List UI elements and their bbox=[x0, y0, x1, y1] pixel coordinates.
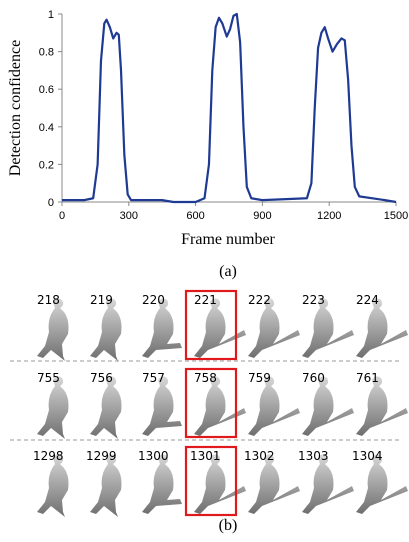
frame-number: 1304 bbox=[352, 449, 383, 463]
silhouette bbox=[194, 454, 246, 514]
highlight-box bbox=[184, 289, 238, 361]
y-tick-label: 0.8 bbox=[39, 47, 54, 59]
frame-number: 220 bbox=[142, 293, 165, 307]
y-tick-label: 0.4 bbox=[39, 122, 54, 134]
silhouette bbox=[302, 298, 354, 358]
silhouette bbox=[248, 376, 300, 436]
silhouette-shape bbox=[90, 376, 122, 439]
silhouette bbox=[248, 298, 300, 358]
silhouette-shape bbox=[194, 376, 246, 436]
silhouette-shape bbox=[248, 376, 300, 436]
x-tick-label: 300 bbox=[120, 210, 138, 222]
silhouette-shape bbox=[37, 298, 69, 361]
frame-number: 224 bbox=[356, 293, 379, 307]
frame-number: 1303 bbox=[298, 449, 329, 463]
highlight-box bbox=[184, 367, 238, 439]
frame-number: 1300 bbox=[138, 449, 169, 463]
silhouette bbox=[37, 376, 69, 439]
frame-number: 756 bbox=[90, 371, 113, 385]
highlight-box bbox=[184, 445, 238, 517]
silhouette-shape bbox=[142, 376, 182, 436]
caption: (a) bbox=[219, 263, 237, 280]
silhouette-shape bbox=[356, 376, 408, 436]
frame-number: 223 bbox=[302, 293, 325, 307]
silhouette bbox=[356, 376, 408, 436]
silhouette-shape bbox=[248, 298, 300, 358]
caption: (b) bbox=[219, 517, 238, 534]
silhouette bbox=[302, 454, 354, 514]
silhouette-shape bbox=[302, 376, 354, 436]
frame-number: 760 bbox=[302, 371, 325, 385]
frame-number: 1299 bbox=[86, 449, 117, 463]
silhouette bbox=[356, 298, 408, 358]
silhouette bbox=[248, 454, 300, 514]
silhouette bbox=[37, 454, 69, 517]
x-tick-label: 600 bbox=[186, 210, 204, 222]
silhouette-shape bbox=[302, 454, 354, 514]
silhouette-shape bbox=[356, 454, 408, 514]
silhouette bbox=[194, 376, 246, 436]
y-axis-label: Detection confidence bbox=[7, 40, 24, 176]
frame-number: 757 bbox=[142, 371, 165, 385]
line-series bbox=[62, 12, 397, 204]
silhouette-shape bbox=[194, 454, 246, 514]
silhouette-shape bbox=[90, 298, 122, 361]
frame-number: 1298 bbox=[33, 449, 64, 463]
silhouette bbox=[90, 454, 122, 517]
x-tick-label: 1200 bbox=[317, 210, 341, 222]
frame-number: 758 bbox=[194, 371, 217, 385]
silhouette-shape bbox=[302, 298, 354, 358]
frame-number: 219 bbox=[90, 293, 113, 307]
silhouette bbox=[302, 376, 354, 436]
silhouette bbox=[90, 298, 122, 361]
silhouette bbox=[142, 376, 182, 436]
silhouette-shape bbox=[90, 454, 122, 517]
y-tick-label: 0 bbox=[48, 197, 54, 209]
silhouette bbox=[356, 454, 408, 514]
frame-number: 1301 bbox=[190, 449, 221, 463]
x-tick-label: 900 bbox=[253, 210, 271, 222]
x-tick-label: 0 bbox=[59, 210, 65, 222]
silhouette-shape bbox=[142, 454, 182, 514]
silhouette-shape bbox=[142, 298, 182, 358]
y-tick-label: 0.6 bbox=[39, 84, 54, 96]
x-tick-label: 1500 bbox=[384, 210, 408, 222]
silhouette-shape bbox=[248, 454, 300, 514]
silhouette bbox=[37, 298, 69, 361]
y-tick-label: 1 bbox=[48, 9, 54, 21]
frame-number: 755 bbox=[37, 371, 60, 385]
silhouette bbox=[194, 298, 246, 358]
frame-number: 761 bbox=[356, 371, 379, 385]
silhouette-shape bbox=[356, 298, 408, 358]
silhouette bbox=[90, 376, 122, 439]
silhouette-shape bbox=[37, 376, 69, 439]
silhouette bbox=[142, 454, 182, 514]
frame-number: 218 bbox=[37, 293, 60, 307]
frame-number: 759 bbox=[248, 371, 271, 385]
frame-number: 222 bbox=[248, 293, 271, 307]
frame-number: 1302 bbox=[244, 449, 275, 463]
frame-number: 221 bbox=[194, 293, 217, 307]
silhouette bbox=[142, 298, 182, 358]
x-axis-label: Frame number bbox=[181, 231, 275, 248]
silhouette-shape bbox=[37, 454, 69, 517]
silhouette-shape bbox=[194, 298, 246, 358]
y-tick-label: 0.2 bbox=[39, 159, 54, 171]
